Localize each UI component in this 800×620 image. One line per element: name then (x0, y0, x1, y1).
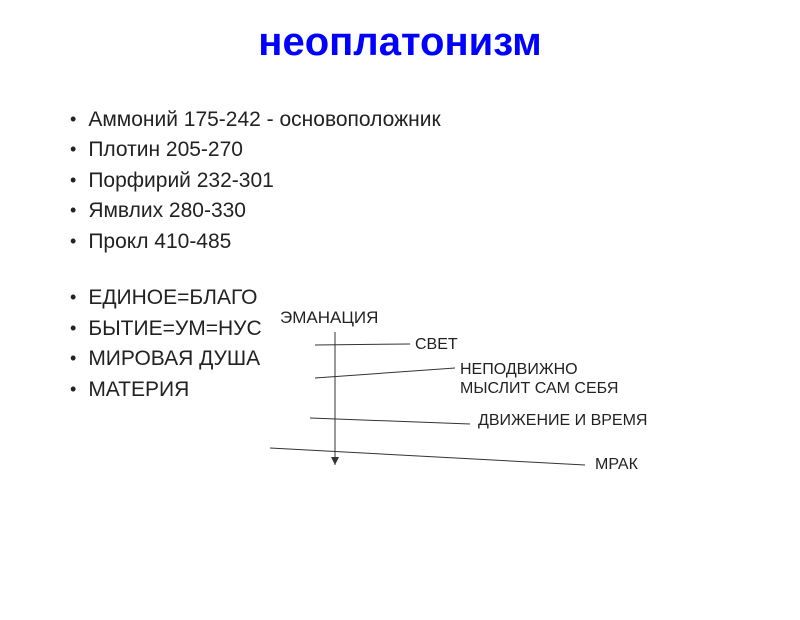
bullet-dot: • (70, 283, 76, 312)
list-item: • Аммоний 175-242 - основоположник (70, 105, 800, 135)
label-mrak: МРАК (595, 456, 638, 474)
label-line: МЫСЛИТ САМ СЕБЯ (460, 380, 618, 397)
list-item: • Ямвлих 280-330 (70, 196, 800, 226)
list-item: • Порфирий 232-301 (70, 166, 800, 196)
bullet-text: Плотин 205-270 (88, 135, 800, 165)
label-dvizhenie: ДВИЖЕНИЕ И ВРЕМЯ (478, 412, 647, 430)
bullet-dot: • (70, 196, 76, 225)
bullet-dot: • (70, 105, 76, 134)
bullet-text: Прокл 410-485 (88, 227, 800, 257)
list-item: • Прокл 410-485 (70, 227, 800, 257)
bullet-dot: • (70, 314, 76, 343)
list-item: • ЕДИНОЕ=БЛАГО (70, 283, 800, 313)
bullet-dot: • (70, 166, 76, 195)
bullet-dot: • (70, 344, 76, 373)
list-item: • Плотин 205-270 (70, 135, 800, 165)
label-line: НЕПОДВИЖНО (460, 361, 578, 378)
bullet-dot: • (70, 375, 76, 404)
page-title: неоплатонизм (0, 20, 800, 65)
spacer (70, 257, 800, 283)
bullet-dot: • (70, 227, 76, 256)
bullet-text: ЕДИНОЕ=БЛАГО (88, 283, 800, 313)
label-nepodvizhno: НЕПОДВИЖНО МЫСЛИТ САМ СЕБЯ (460, 360, 618, 398)
bullet-text: Аммоний 175-242 - основоположник (88, 105, 800, 135)
bullet-text: Порфирий 232-301 (88, 166, 800, 196)
bullet-dot: • (70, 135, 76, 164)
emanation-label: ЭМАНАЦИЯ (280, 308, 378, 328)
label-svet: СВЕТ (415, 336, 458, 354)
bullet-text: Ямвлих 280-330 (88, 196, 800, 226)
